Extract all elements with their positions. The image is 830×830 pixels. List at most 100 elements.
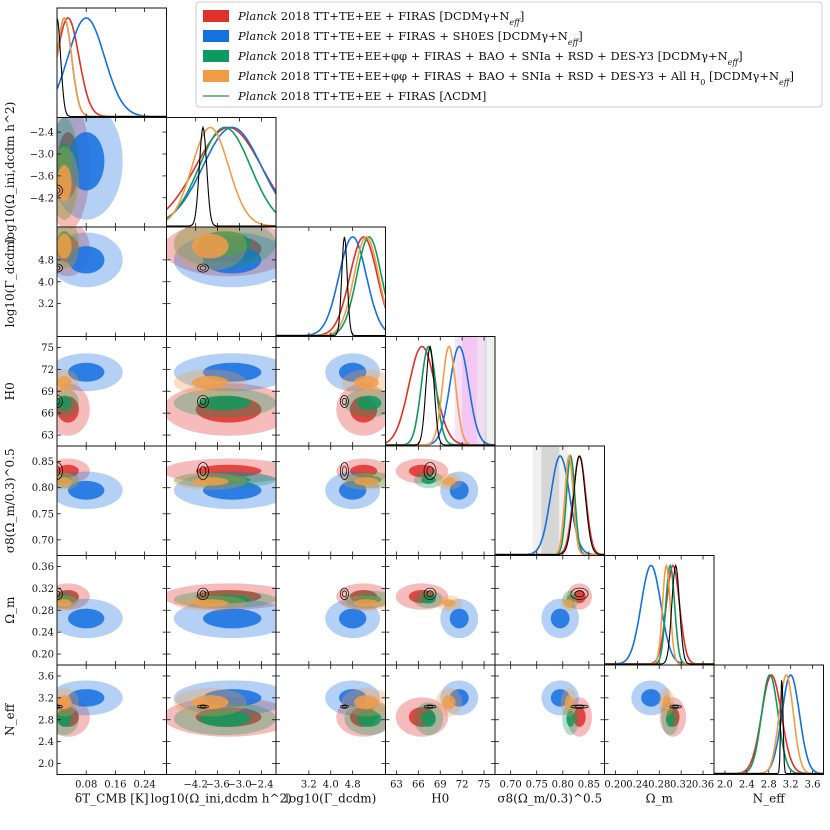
panel-content	[395, 458, 479, 510]
contour-1sigma-1	[550, 608, 570, 629]
legend-label-4: Planck 2018 TT+TE+EE+φφ + FIRAS + BAO + …	[237, 69, 794, 87]
contour-1sigma-4	[199, 397, 207, 406]
contour-1sigma-3	[57, 695, 72, 710]
panel-1-1	[166, 117, 277, 228]
contour-1sigma-1	[338, 608, 367, 629]
panel-2-6	[275, 664, 386, 775]
contour-1sigma-0	[195, 464, 262, 478]
panel-content	[276, 236, 386, 337]
panel-4-6	[494, 664, 605, 775]
contour-1sigma-0	[573, 707, 586, 727]
x-tick-label: 0.28	[648, 780, 670, 791]
contour-1sigma-2	[57, 395, 72, 411]
contour-1sigma-3	[354, 695, 379, 710]
x-tick-label: 3.2	[783, 780, 799, 791]
contour-1sigma-1	[67, 246, 105, 274]
y-axis-title-6: N_eff	[3, 702, 17, 736]
panel-content	[325, 353, 386, 436]
panel-2-5	[275, 555, 386, 666]
x-tick-label: 2.8	[761, 780, 777, 791]
x-tick-label: −4.2	[184, 780, 208, 791]
contour-2sigma-4	[423, 704, 437, 709]
contour-2sigma-4	[423, 587, 437, 600]
panel-4-4	[494, 445, 605, 556]
x-tick-label: 0.08	[75, 780, 97, 791]
x-axis-title-2: log10(Γ_dcdm)	[285, 792, 376, 806]
panel-content	[166, 353, 276, 436]
x-tick-label: −2.4	[249, 780, 273, 791]
legend-label-1: Planck 2018 TT+TE+EE + FIRAS [DCDMγ+Neff…	[237, 9, 524, 27]
contour-2sigma-4	[339, 462, 349, 480]
x-axis-title-1: log10(Ω_ini,dcdm h^2)	[151, 792, 292, 806]
x-tick-label: 75	[478, 780, 491, 791]
panel-content	[166, 125, 276, 227]
panel-content	[166, 680, 276, 737]
contour-2sigma-4	[197, 395, 209, 408]
contour-1sigma-4	[426, 705, 434, 708]
y-tick-label: 72	[41, 365, 54, 376]
contour-1sigma-1	[449, 480, 469, 500]
marginal-curve-3	[166, 126, 276, 227]
contour-1sigma-4	[341, 590, 347, 598]
panel-1-6	[166, 664, 277, 775]
panel-content	[385, 336, 495, 446]
panel-frame	[604, 664, 715, 775]
contour-1sigma-2	[356, 710, 382, 727]
panel-content	[57, 227, 123, 288]
x-tick-label: 66	[412, 780, 425, 791]
legend-label-5: Planck 2018 TT+TE+EE + FIRAS [ΛCDM]	[237, 89, 486, 103]
contour-1sigma-1	[203, 480, 262, 500]
legend-swatch-2	[203, 30, 229, 42]
panel-content	[57, 680, 123, 737]
panel-0-4	[56, 445, 167, 556]
contour-1sigma-3	[57, 233, 72, 259]
contour-1sigma-1	[67, 480, 105, 500]
contour-1sigma-4	[199, 705, 207, 708]
y-tick-label: 3.2	[38, 693, 54, 704]
panel-1-3	[166, 336, 277, 447]
marginal-curve-1	[714, 674, 824, 775]
contour-1sigma-2	[421, 710, 436, 727]
contour-1sigma-2	[199, 395, 251, 411]
x-axis-title-4: σ8(Ω_m/0.3)^0.5	[497, 792, 602, 806]
contour-1sigma-3	[57, 164, 72, 202]
contour-1sigma-4	[199, 590, 207, 598]
contour-2sigma-4	[197, 263, 209, 273]
contour-1sigma-2	[566, 710, 575, 727]
panel-content	[631, 680, 687, 737]
panel-content	[57, 583, 123, 639]
contour-1sigma-3	[57, 375, 72, 390]
contour-1sigma-1	[641, 689, 661, 707]
contour-2sigma-4	[197, 704, 209, 709]
panel-3-6	[385, 664, 496, 775]
y-tick-label: 75	[41, 343, 54, 354]
y-tick-label: 2.8	[38, 715, 54, 726]
panel-0-1	[56, 117, 167, 228]
contour-1sigma-0	[349, 464, 378, 478]
y-tick-label: 0.75	[32, 509, 54, 520]
contour-1sigma-3	[192, 375, 229, 390]
x-axis-title-0: δT_CMB [K]	[75, 792, 149, 806]
contour-1sigma-4	[341, 397, 347, 406]
y-tick-label: −2.4	[30, 128, 54, 139]
contour-1sigma-2	[199, 710, 251, 727]
x-tick-label: 0.70	[500, 780, 522, 791]
panel-content	[57, 16, 167, 118]
marginal-curve-2	[166, 126, 276, 220]
x-tick-label: −3.0	[227, 780, 251, 791]
panel-2-4	[275, 445, 386, 556]
x-tick-label: 0.16	[104, 780, 126, 791]
y-tick-label: 0.28	[32, 606, 54, 617]
x-axis-title-6: N_eff	[753, 792, 787, 806]
x-tick-label: 2.0	[717, 780, 733, 791]
x-tick-label: 0.24	[626, 780, 648, 791]
contour-1sigma-4	[672, 705, 680, 708]
panel-1-5	[166, 555, 277, 666]
panel-2-3	[275, 336, 386, 447]
panel-0-5	[56, 555, 167, 666]
contour-2sigma-4	[570, 587, 589, 600]
y-tick-label: 0.36	[32, 562, 54, 573]
contour-1sigma-3	[442, 599, 456, 607]
panel-content	[166, 583, 276, 639]
panel-3-3	[385, 336, 496, 447]
